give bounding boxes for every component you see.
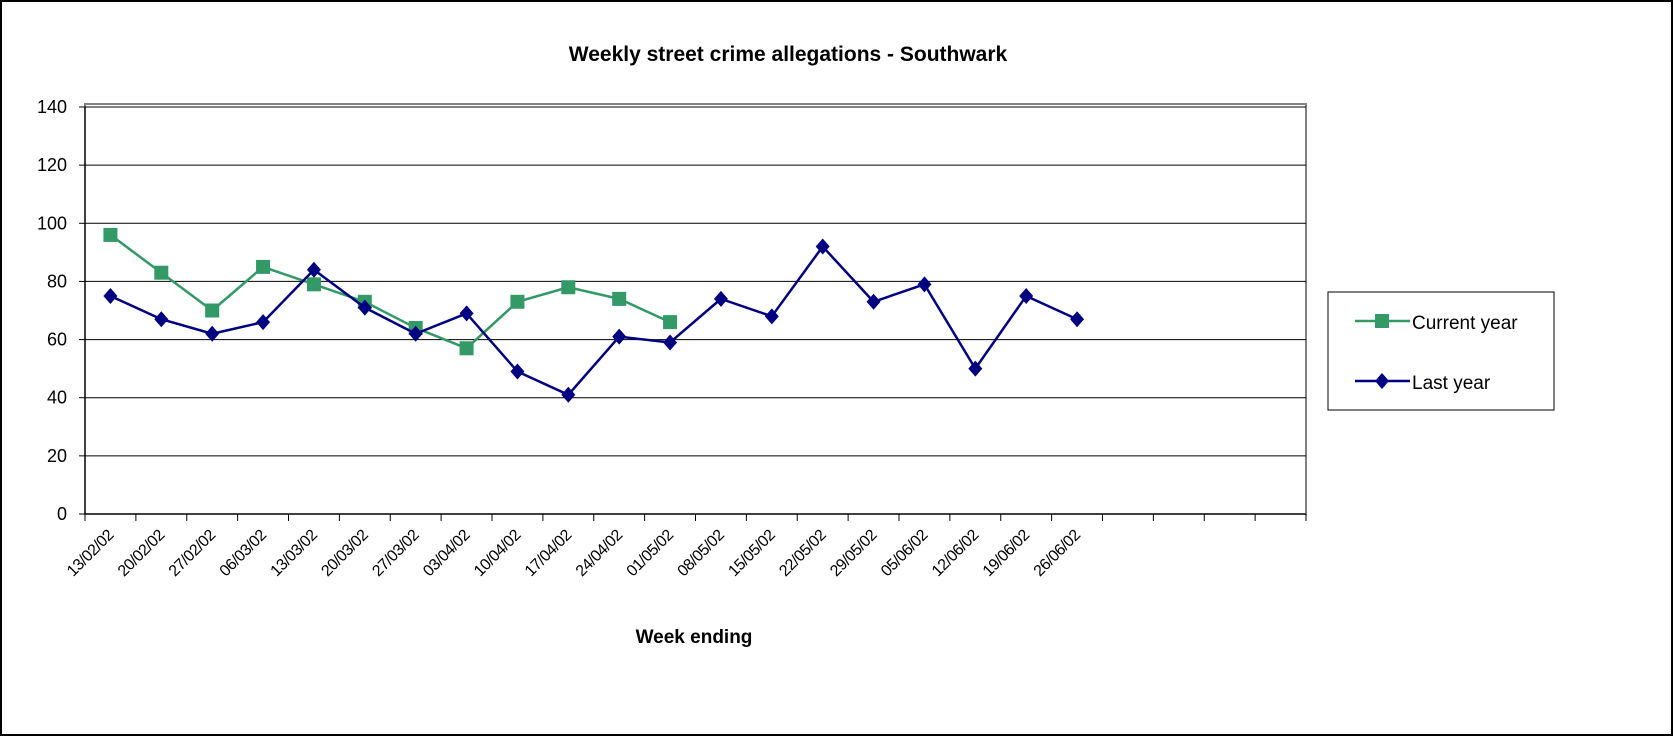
series-2 bbox=[103, 238, 1085, 403]
data-point bbox=[154, 311, 169, 328]
y-tick-label: 100 bbox=[37, 213, 67, 233]
data-point bbox=[510, 363, 525, 380]
data-point bbox=[408, 325, 423, 342]
y-axis: 0 20 40 60 80 100 120 140 bbox=[37, 97, 86, 524]
chart-title: Weekly street crime allegations - Southw… bbox=[569, 43, 1008, 66]
legend-marker bbox=[1375, 373, 1389, 389]
gridlines bbox=[85, 106, 1306, 457]
data-point bbox=[103, 287, 118, 304]
data-point bbox=[510, 294, 525, 309]
data-point bbox=[866, 293, 881, 310]
data-point bbox=[459, 305, 474, 322]
y-tick-label: 80 bbox=[47, 271, 67, 291]
legend-label: Last year bbox=[1412, 373, 1491, 394]
data-point bbox=[713, 290, 728, 307]
series-group bbox=[103, 227, 1085, 403]
data-point bbox=[357, 299, 372, 316]
x-axis-title: Week ending bbox=[636, 627, 753, 648]
data-point bbox=[612, 328, 627, 345]
legend: Current year Last year bbox=[1327, 291, 1555, 411]
series-line bbox=[109, 245, 1078, 397]
series-line bbox=[109, 233, 671, 350]
data-point bbox=[612, 291, 627, 306]
y-tick-label: 20 bbox=[47, 446, 67, 466]
legend-marker bbox=[1375, 314, 1389, 328]
y-tick-label: 60 bbox=[47, 330, 67, 350]
y-tick-label: 140 bbox=[37, 97, 67, 117]
data-point bbox=[764, 308, 779, 325]
data-point bbox=[917, 276, 932, 293]
data-point bbox=[154, 265, 169, 280]
data-point bbox=[815, 238, 830, 255]
data-point bbox=[256, 259, 271, 274]
data-point bbox=[1070, 311, 1085, 328]
data-point bbox=[968, 360, 983, 377]
plot-area bbox=[84, 103, 1307, 515]
y-tick-label: 0 bbox=[57, 504, 67, 524]
data-point bbox=[103, 227, 118, 242]
data-point bbox=[459, 341, 474, 356]
data-point bbox=[561, 386, 576, 403]
data-point bbox=[663, 334, 678, 351]
data-point bbox=[306, 261, 321, 278]
data-point bbox=[1019, 287, 1034, 304]
y-tick-label: 40 bbox=[47, 388, 67, 408]
data-point bbox=[205, 325, 220, 342]
data-point bbox=[306, 277, 321, 292]
y-tick-label: 120 bbox=[37, 155, 67, 175]
legend-label: Current year bbox=[1412, 313, 1518, 334]
data-point bbox=[561, 280, 576, 295]
series-1 bbox=[103, 227, 678, 356]
data-point bbox=[663, 315, 678, 330]
legend-box bbox=[1327, 291, 1555, 411]
data-point bbox=[256, 314, 271, 331]
data-point bbox=[205, 303, 220, 318]
